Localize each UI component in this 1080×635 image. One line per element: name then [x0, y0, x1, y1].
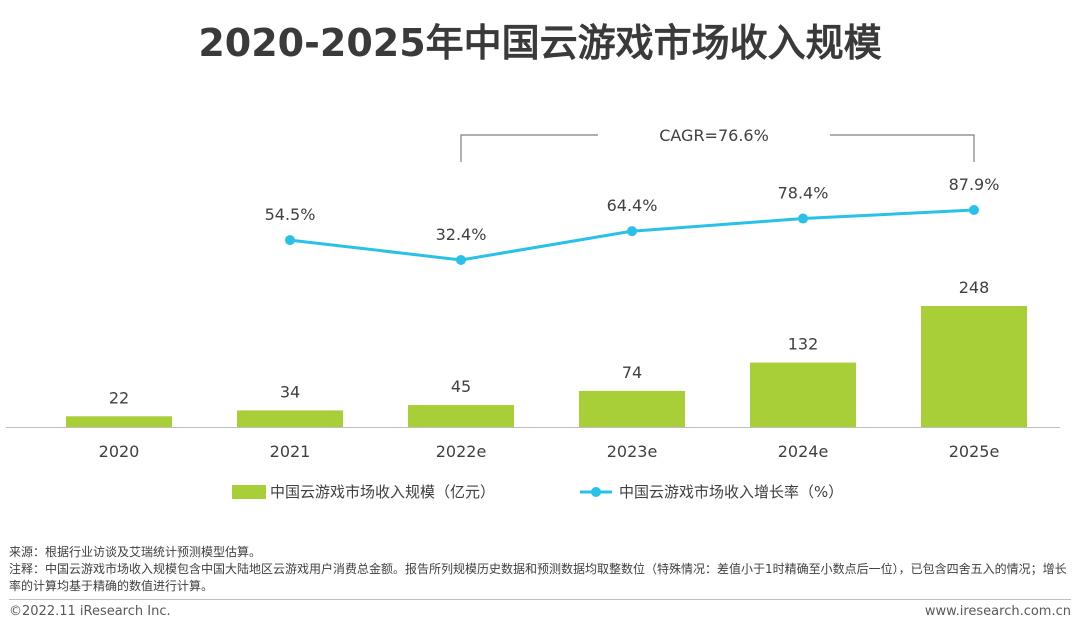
bar-value-label: 132	[788, 335, 819, 354]
line-point	[627, 226, 637, 237]
bar-value-label: 22	[109, 388, 129, 407]
line-point	[969, 205, 979, 215]
annotation-note: 注释：中国云游戏市场收入规模包含中国大陆地区云游戏用户消费总金额。报告所列规模历…	[9, 562, 1067, 593]
cagr-bracket	[460, 134, 975, 162]
footer-notes: 来源：根据行业访谈及艾瑞统计预测模型估算。 注释：中国云游戏市场收入规模包含中国…	[9, 544, 1075, 595]
line-value-label: 64.4%	[607, 196, 658, 215]
website-link[interactable]: www.iresearch.com.cn	[924, 604, 1071, 619]
source-note: 来源：根据行业访谈及艾瑞统计预测模型估算。	[9, 545, 262, 559]
cagr-label: CAGR=76.6%	[659, 126, 769, 145]
line-value-label: 87.9%	[949, 175, 1000, 194]
line-point	[798, 213, 808, 224]
legend-bar-swatch	[232, 485, 266, 499]
chart-title: 2020-2025年中国云游戏市场收入规模	[198, 21, 882, 65]
bar-value-label: 34	[280, 382, 300, 401]
line-value-label: 78.4%	[778, 184, 829, 203]
line-value-label: 32.4%	[436, 225, 487, 244]
bar	[579, 390, 685, 427]
x-tick-label: 2024e	[778, 442, 829, 461]
x-tick-label: 2021	[270, 442, 311, 461]
line-point	[456, 255, 466, 265]
bar	[408, 405, 514, 427]
bar	[750, 362, 856, 427]
footer-divider	[9, 599, 1071, 600]
x-tick-label: 2022e	[436, 442, 487, 461]
chart: 22 2020 34 2021 45 2022e 74 2023e 132 2024e 248 202…	[6, 126, 1060, 501]
bar-value-label: 45	[451, 377, 471, 396]
x-tick-label: 2025e	[949, 442, 1000, 461]
bar	[237, 410, 343, 427]
line-value-label: 54.5%	[265, 205, 316, 224]
bar	[921, 306, 1027, 427]
x-tick-label: 2023e	[607, 442, 658, 461]
copyright: ©2022.11 iResearch Inc.	[9, 604, 171, 619]
legend-line-label: 中国云游戏市场收入增长率（%）	[619, 483, 843, 501]
legend-bar-label: 中国云游戏市场收入规模（亿元）	[270, 483, 495, 501]
legend-line-marker	[591, 487, 601, 497]
x-tick-label: 2020	[99, 442, 140, 461]
line-point	[285, 235, 295, 246]
bar-value-label: 248	[959, 278, 990, 297]
bar	[66, 416, 172, 427]
bar-value-label: 74	[622, 363, 642, 382]
